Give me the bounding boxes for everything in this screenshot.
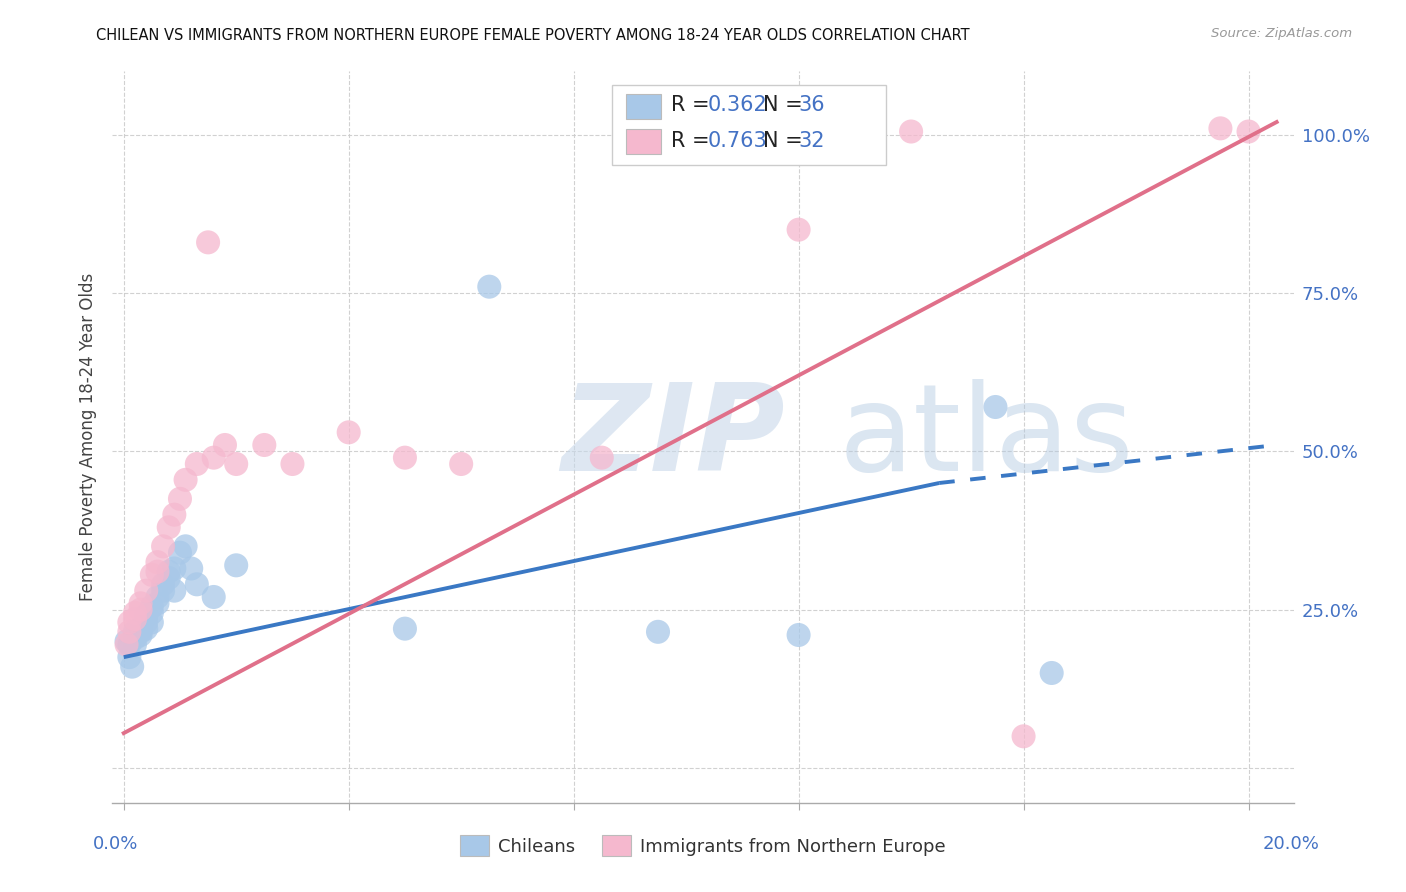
- Point: [202, 450, 225, 465]
- Point: [394, 450, 416, 465]
- Point: [129, 596, 152, 610]
- Point: [118, 650, 141, 665]
- Point: [135, 609, 157, 624]
- Point: [1209, 121, 1232, 136]
- Point: [135, 622, 157, 636]
- Point: [129, 602, 152, 616]
- Point: [146, 590, 169, 604]
- Point: [180, 561, 202, 575]
- Point: [135, 583, 157, 598]
- Point: [141, 567, 163, 582]
- Point: [152, 583, 174, 598]
- Text: N =: N =: [763, 131, 810, 151]
- Point: [1237, 124, 1260, 138]
- Point: [152, 539, 174, 553]
- Point: [214, 438, 236, 452]
- Point: [337, 425, 360, 440]
- Point: [118, 624, 141, 639]
- Point: [174, 539, 197, 553]
- Point: [129, 622, 152, 636]
- Point: [169, 546, 191, 560]
- Text: 0.0%: 0.0%: [93, 835, 138, 853]
- Point: [146, 565, 169, 579]
- Point: [146, 555, 169, 569]
- Point: [124, 612, 146, 626]
- Point: [174, 473, 197, 487]
- Point: [1040, 665, 1063, 680]
- Point: [225, 457, 247, 471]
- Point: [281, 457, 304, 471]
- Point: [118, 615, 141, 630]
- Point: [115, 638, 138, 652]
- Point: [1012, 729, 1035, 743]
- Point: [152, 577, 174, 591]
- Text: 36: 36: [799, 95, 825, 115]
- Point: [787, 222, 810, 236]
- Point: [186, 577, 208, 591]
- Text: 0.763: 0.763: [707, 131, 766, 151]
- Text: 20.0%: 20.0%: [1263, 835, 1319, 853]
- Legend: Chileans, Immigrants from Northern Europe: Chileans, Immigrants from Northern Europ…: [453, 828, 953, 863]
- Point: [124, 638, 146, 652]
- Y-axis label: Female Poverty Among 18-24 Year Olds: Female Poverty Among 18-24 Year Olds: [79, 273, 97, 601]
- Point: [129, 624, 152, 639]
- Text: atlas: atlas: [839, 378, 1135, 496]
- Point: [591, 450, 613, 465]
- Text: R =: R =: [671, 131, 716, 151]
- Point: [900, 124, 922, 138]
- Point: [169, 491, 191, 506]
- Point: [157, 565, 180, 579]
- Point: [157, 520, 180, 534]
- Point: [478, 279, 501, 293]
- Point: [118, 638, 141, 652]
- Text: CHILEAN VS IMMIGRANTS FROM NORTHERN EUROPE FEMALE POVERTY AMONG 18-24 YEAR OLDS : CHILEAN VS IMMIGRANTS FROM NORTHERN EURO…: [96, 29, 969, 43]
- Point: [197, 235, 219, 250]
- Point: [141, 606, 163, 620]
- Text: 0.362: 0.362: [707, 95, 766, 115]
- Point: [202, 590, 225, 604]
- Point: [157, 571, 180, 585]
- Point: [984, 400, 1007, 414]
- Point: [163, 583, 186, 598]
- Point: [787, 628, 810, 642]
- Point: [141, 599, 163, 614]
- Point: [124, 631, 146, 645]
- Text: N =: N =: [763, 95, 810, 115]
- Text: Source: ZipAtlas.com: Source: ZipAtlas.com: [1212, 28, 1353, 40]
- Text: R =: R =: [671, 95, 716, 115]
- Point: [121, 659, 143, 673]
- Point: [394, 622, 416, 636]
- Text: ZIP: ZIP: [561, 378, 785, 496]
- Point: [225, 558, 247, 573]
- Point: [146, 596, 169, 610]
- Text: 32: 32: [799, 131, 825, 151]
- Point: [450, 457, 472, 471]
- Point: [253, 438, 276, 452]
- Point: [647, 624, 669, 639]
- Point: [186, 457, 208, 471]
- Point: [135, 615, 157, 630]
- Point: [115, 634, 138, 648]
- Point: [124, 606, 146, 620]
- Point: [124, 624, 146, 639]
- Point: [163, 561, 186, 575]
- Point: [163, 508, 186, 522]
- Point: [141, 615, 163, 630]
- Point: [129, 628, 152, 642]
